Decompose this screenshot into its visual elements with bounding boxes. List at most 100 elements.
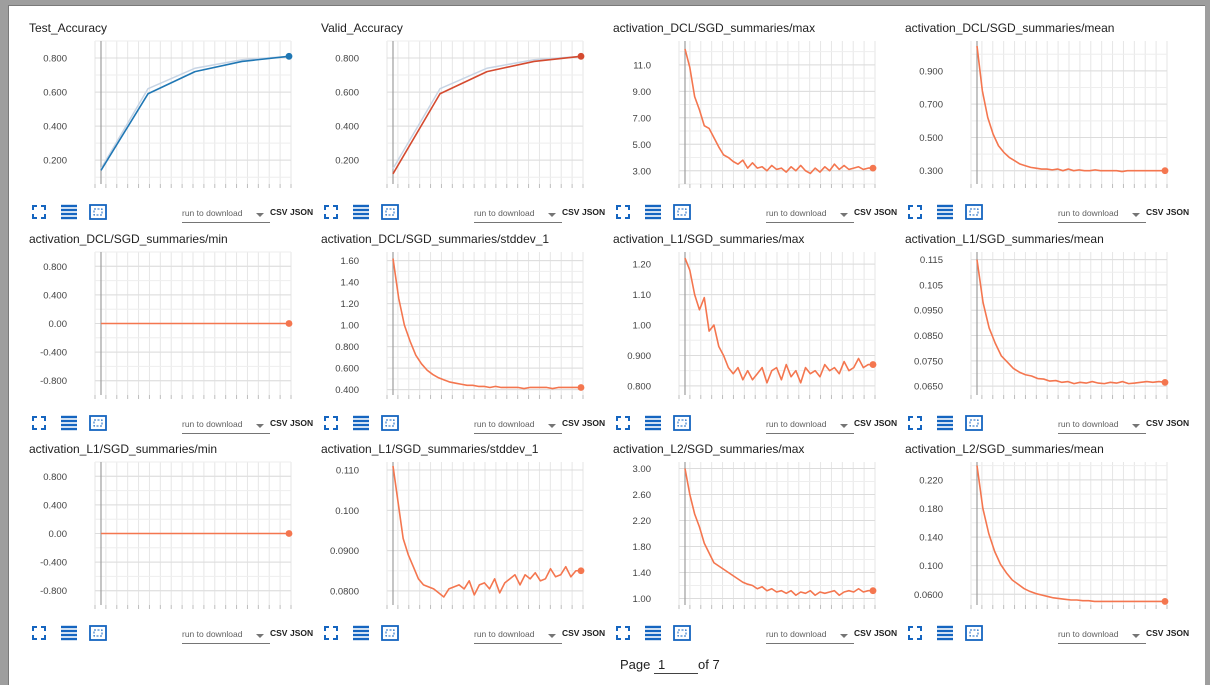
expand-icon[interactable] [321, 623, 341, 643]
run-download-select[interactable]: run to download [182, 417, 270, 434]
expand-icon[interactable] [29, 623, 49, 643]
json-download-link[interactable]: JSON [582, 207, 606, 217]
fit-domain-icon[interactable] [88, 202, 108, 222]
json-download-link[interactable]: JSON [1166, 207, 1190, 217]
y-tick-label: 0.500 [919, 133, 943, 144]
expand-icon[interactable] [321, 413, 341, 433]
chart-plot[interactable]: -0.800 -0.400 0.00 0.400 0.800 [9, 457, 295, 609]
csv-download-link[interactable]: CSV [854, 418, 872, 428]
json-download-link[interactable]: JSON [290, 418, 314, 428]
list-icon[interactable] [59, 623, 79, 643]
series-line [392, 258, 581, 390]
list-icon[interactable] [643, 202, 663, 222]
expand-icon[interactable] [29, 413, 49, 433]
y-tick-label: -0.400 [40, 558, 67, 569]
chart-plot[interactable]: -0.800 -0.400 0.00 0.400 0.800 [9, 247, 295, 399]
series-shadow-line [100, 55, 290, 170]
csv-download-link[interactable]: CSV [562, 418, 580, 428]
csv-download-link[interactable]: CSV [270, 418, 288, 428]
csv-download-link[interactable]: CSV [854, 628, 872, 638]
expand-icon[interactable] [613, 413, 633, 433]
run-download-select[interactable]: run to download [766, 206, 854, 223]
list-icon[interactable] [935, 413, 955, 433]
list-icon[interactable] [59, 413, 79, 433]
run-download-select[interactable]: run to download [474, 627, 562, 644]
expand-icon[interactable] [905, 623, 925, 643]
run-download-select[interactable]: run to download [1058, 417, 1146, 434]
y-tick-label: 0.00 [49, 319, 68, 330]
expand-icon[interactable] [905, 202, 925, 222]
chart-card: activation_L1/SGD_summaries/stddev_1 0.08… [301, 427, 605, 644]
chart-plot[interactable]: 0.300 0.500 0.700 0.900 [885, 36, 1171, 188]
fit-domain-icon[interactable] [672, 413, 692, 433]
expand-icon[interactable] [613, 623, 633, 643]
y-tick-label: 2.60 [633, 490, 652, 501]
json-download-link[interactable]: JSON [1166, 418, 1190, 428]
expand-icon[interactable] [613, 202, 633, 222]
csv-download-link[interactable]: CSV [270, 207, 288, 217]
list-icon[interactable] [351, 202, 371, 222]
expand-icon[interactable] [29, 202, 49, 222]
fit-domain-icon[interactable] [88, 623, 108, 643]
chart-plot[interactable]: 0.400 0.600 0.800 1.00 1.20 1.40 1.60 [301, 247, 587, 399]
csv-download-link[interactable]: CSV [562, 207, 580, 217]
json-download-link[interactable]: JSON [874, 418, 898, 428]
series-end-point [285, 52, 293, 60]
chart-toolbar: run to download CSV JSON [9, 621, 313, 645]
run-download-select[interactable]: run to download [1058, 206, 1146, 223]
chart-plot[interactable]: 0.0600 0.100 0.140 0.180 0.220 [885, 457, 1171, 609]
json-download-link[interactable]: JSON [874, 207, 898, 217]
fit-domain-icon[interactable] [964, 413, 984, 433]
run-download-select[interactable]: run to download [474, 417, 562, 434]
y-tick-label: 9.00 [633, 87, 652, 98]
fit-domain-icon[interactable] [964, 623, 984, 643]
list-icon[interactable] [935, 202, 955, 222]
chart-plot[interactable]: 0.0650 0.0750 0.0850 0.0950 0.105 0.115 [885, 247, 1171, 399]
fit-domain-icon[interactable] [672, 202, 692, 222]
fit-domain-icon[interactable] [88, 413, 108, 433]
y-tick-label: 0.800 [43, 472, 67, 483]
chart-plot[interactable]: 3.00 5.00 7.00 9.00 11.0 [593, 36, 879, 188]
run-download-select[interactable]: run to download [766, 627, 854, 644]
chart-title: activation_DCL/SGD_summaries/max [613, 21, 816, 35]
json-download-link[interactable]: JSON [874, 628, 898, 638]
fit-domain-icon[interactable] [380, 623, 400, 643]
fit-domain-icon[interactable] [964, 202, 984, 222]
expand-icon[interactable] [905, 413, 925, 433]
csv-download-link[interactable]: CSV [1146, 418, 1164, 428]
list-icon[interactable] [59, 202, 79, 222]
list-icon[interactable] [935, 623, 955, 643]
csv-download-link[interactable]: CSV [854, 207, 872, 217]
chart-plot[interactable]: 0.0800 0.0900 0.100 0.110 [301, 457, 587, 609]
run-download-select[interactable]: run to download [182, 627, 270, 644]
run-download-select[interactable]: run to download [474, 206, 562, 223]
fit-domain-icon[interactable] [380, 413, 400, 433]
run-download-select[interactable]: run to download [766, 417, 854, 434]
list-icon[interactable] [643, 413, 663, 433]
list-icon[interactable] [351, 623, 371, 643]
chart-plot[interactable]: 0.200 0.400 0.600 0.800 [9, 36, 295, 188]
json-download-link[interactable]: JSON [1166, 628, 1190, 638]
chart-plot[interactable]: 0.200 0.400 0.600 0.800 [301, 36, 587, 188]
y-tick-label: 0.115 [920, 255, 943, 266]
list-icon[interactable] [351, 413, 371, 433]
run-download-select[interactable]: run to download [182, 206, 270, 223]
chart-plot[interactable]: 0.800 0.900 1.00 1.10 1.20 [593, 247, 879, 399]
csv-download-link[interactable]: CSV [1146, 207, 1164, 217]
json-download-link[interactable]: JSON [582, 628, 606, 638]
csv-download-link[interactable]: CSV [270, 628, 288, 638]
run-download-select[interactable]: run to download [1058, 627, 1146, 644]
json-download-link[interactable]: JSON [290, 207, 314, 217]
fit-domain-icon[interactable] [672, 623, 692, 643]
page-number-input[interactable] [654, 655, 698, 674]
csv-download-link[interactable]: CSV [562, 628, 580, 638]
json-download-link[interactable]: JSON [582, 418, 606, 428]
fit-domain-icon[interactable] [380, 202, 400, 222]
json-download-link[interactable]: JSON [290, 628, 314, 638]
y-tick-label: 0.0850 [914, 331, 943, 342]
csv-download-link[interactable]: CSV [1146, 628, 1164, 638]
run-download-placeholder: run to download [182, 208, 243, 218]
expand-icon[interactable] [321, 202, 341, 222]
chart-plot[interactable]: 1.00 1.40 1.80 2.20 2.60 3.00 [593, 457, 879, 609]
list-icon[interactable] [643, 623, 663, 643]
